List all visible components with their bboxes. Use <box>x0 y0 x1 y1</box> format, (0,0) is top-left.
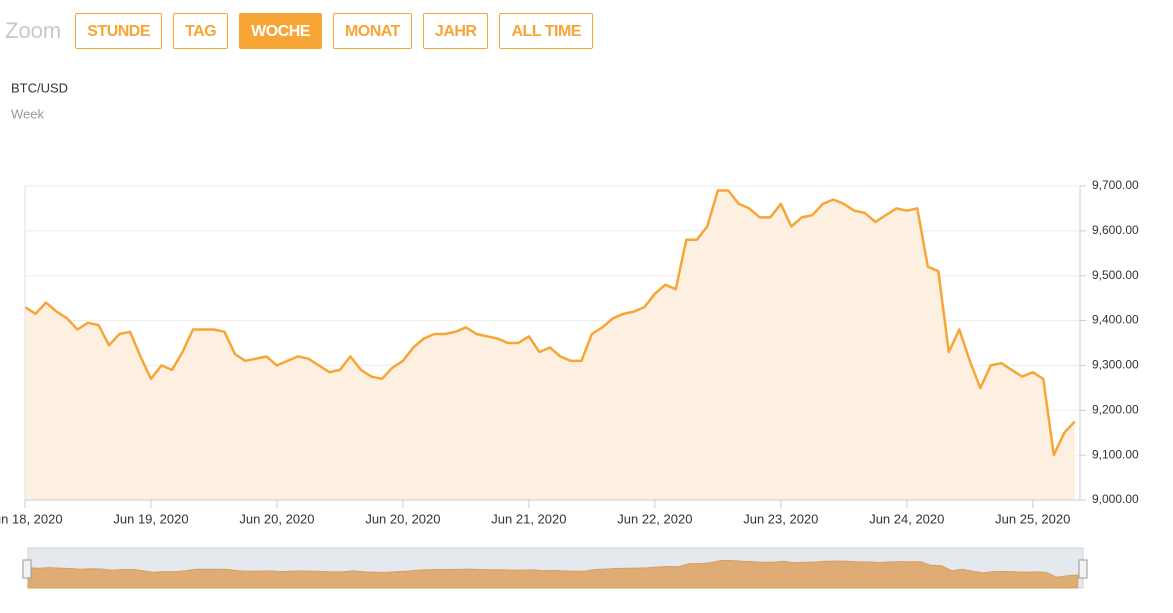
x-tick-label: Jun 20, 2020 <box>365 511 440 526</box>
x-tick-label: Jun 25, 2020 <box>995 511 1070 526</box>
zoom-label: Zoom <box>5 18 62 43</box>
y-tick-label: 9,100.00 <box>1092 447 1139 461</box>
zoom-button[interactable]: TAG <box>173 13 229 49</box>
chart-subtitle: Week <box>11 106 44 121</box>
y-tick-label: 9,400.00 <box>1092 313 1139 327</box>
navigator-handle[interactable] <box>22 559 32 579</box>
zoom-button[interactable]: STUNDE <box>75 13 163 49</box>
y-tick-label: 9,600.00 <box>1092 223 1139 237</box>
x-tick-label: Jun 22, 2020 <box>617 511 692 526</box>
navigator-background <box>27 547 1084 589</box>
x-tick-label: Jun 19, 2020 <box>113 511 188 526</box>
zoom-button[interactable]: WOCHE <box>239 13 322 49</box>
x-tick-label: Jun 18, 2020 <box>0 511 63 526</box>
zoom-bar: Zoom STUNDE TAG WOCHE MONAT JAHR ALL TIM… <box>5 13 604 49</box>
y-tick-label: 9,700.00 <box>1092 178 1139 192</box>
line <box>24 189 1076 457</box>
x-tick-label: Jun 21, 2020 <box>491 511 566 526</box>
navigator-handle[interactable] <box>1078 559 1088 579</box>
x-tick-label: Jun 23, 2020 <box>743 511 818 526</box>
zoom-button[interactable]: JAHR <box>422 13 489 49</box>
area <box>25 190 1075 500</box>
y-tick-label: 9,500.00 <box>1092 268 1139 282</box>
y-tick-label: 9,000.00 <box>1092 492 1139 506</box>
navigator-area <box>27 560 1079 589</box>
y-tick-label: 9,300.00 <box>1092 358 1139 372</box>
zoom-button[interactable]: ALL TIME <box>499 13 593 49</box>
zoom-button[interactable]: MONAT <box>332 13 412 49</box>
x-tick-label: Jun 20, 2020 <box>239 511 314 526</box>
x-tick-label: Jun 24, 2020 <box>869 511 944 526</box>
y-tick-label: 9,200.00 <box>1092 402 1139 416</box>
chart-title: BTC/USD <box>11 80 68 95</box>
